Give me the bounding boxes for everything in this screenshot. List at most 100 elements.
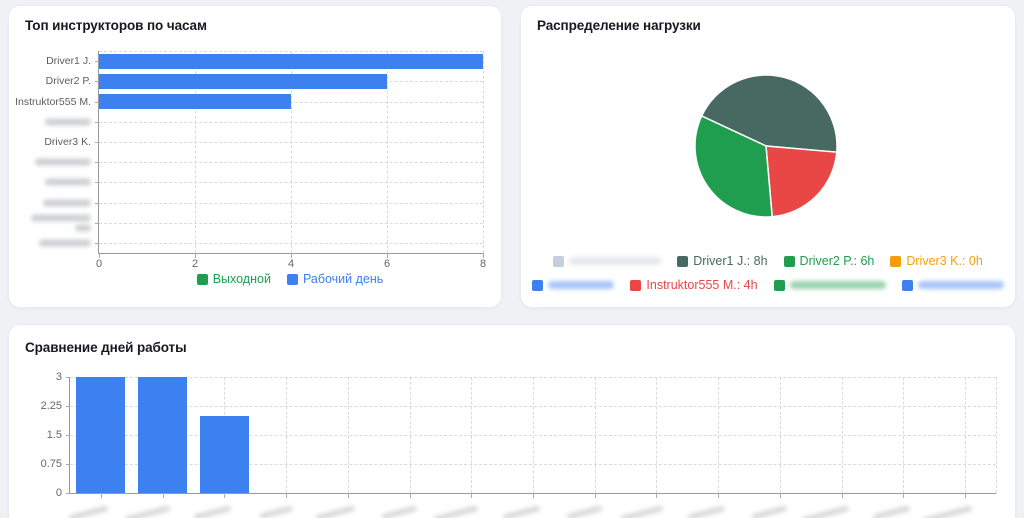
axis-tick xyxy=(718,493,720,498)
redacted-x-axis-label xyxy=(68,505,109,518)
axis-tick xyxy=(965,493,967,498)
legend-label: Выходной xyxy=(212,272,271,286)
axis-tick xyxy=(291,253,292,258)
gridline xyxy=(347,377,349,493)
axis-tick xyxy=(409,493,411,498)
axis-tick xyxy=(656,493,658,498)
legend-label: Driver2 P.: 6h xyxy=(799,254,875,268)
legend-item[interactable]: Instruktor555 M.: 4h xyxy=(630,278,758,292)
category-label: Driver3 K. xyxy=(44,135,91,148)
gridline xyxy=(291,51,292,253)
redacted-x-axis-label xyxy=(124,505,171,518)
legend-item[interactable] xyxy=(773,279,886,291)
axis-tick xyxy=(95,222,99,224)
category-label: Instruktor555 M. xyxy=(15,95,91,108)
bar[interactable] xyxy=(99,53,483,69)
legend-swatch xyxy=(783,255,795,267)
axis-tick xyxy=(95,202,99,204)
axis-tick xyxy=(903,493,905,498)
bar[interactable] xyxy=(138,377,188,493)
gridline xyxy=(903,377,905,493)
legend-swatch xyxy=(532,279,544,291)
legend-swatch xyxy=(901,279,913,291)
legend-label: Instruktor555 M.: 4h xyxy=(646,278,758,292)
gridline xyxy=(483,51,484,253)
gridline xyxy=(99,121,483,123)
legend-item[interactable]: Driver3 K.: 0h xyxy=(890,254,983,268)
bar[interactable] xyxy=(199,415,249,493)
category-label: Driver1 J. xyxy=(46,55,91,68)
gridline xyxy=(533,377,534,493)
legend-swatch xyxy=(196,273,208,285)
legend-item[interactable]: Driver2 P.: 6h xyxy=(783,254,875,268)
redacted-category-label xyxy=(35,158,91,166)
redacted-x-axis-label xyxy=(619,505,665,518)
redacted-legend-text xyxy=(548,281,615,289)
pie-legend-row: Driver1 J.: 8h Driver2 P.: 6h Driver3 K.: … xyxy=(521,254,1015,268)
card-title-load-distribution: Распределение нагрузки xyxy=(537,18,701,33)
legend-item[interactable] xyxy=(553,255,662,267)
axis-tick-label: 8 xyxy=(479,258,487,270)
axis-tick xyxy=(195,253,196,258)
axis-tick xyxy=(95,61,99,63)
bar[interactable] xyxy=(76,377,126,493)
legend-item[interactable]: Рабочий день xyxy=(286,272,383,286)
card-title-top-instructors: Топ инструкторов по часам xyxy=(25,18,207,33)
axis-tick xyxy=(95,81,99,83)
legend-swatch xyxy=(630,279,642,291)
gridline xyxy=(99,222,483,224)
axis-tick xyxy=(779,493,781,498)
legend-swatch xyxy=(286,273,298,285)
legend-item[interactable] xyxy=(532,279,615,291)
axis-tick xyxy=(841,493,843,498)
bar[interactable] xyxy=(99,94,291,109)
axis-tick xyxy=(95,242,99,244)
redacted-x-axis-label xyxy=(922,505,973,518)
axis-tick xyxy=(162,493,164,498)
redacted-x-axis-label xyxy=(801,505,850,518)
card-top-instructors: Топ инструкторов по часам Driver1 J. Driv… xyxy=(8,5,502,308)
axis-tick xyxy=(100,493,102,498)
axis-tick xyxy=(66,493,70,494)
axis-tick-label: 2 xyxy=(191,258,199,270)
gridline xyxy=(195,51,196,253)
redacted-legend-text xyxy=(569,257,662,265)
legend-label: Driver3 K.: 0h xyxy=(906,254,983,268)
redacted-category-label xyxy=(45,178,91,186)
axis-tick xyxy=(224,493,226,498)
redacted-category-label xyxy=(39,239,91,247)
axis-tick xyxy=(66,464,70,465)
gridline xyxy=(99,242,483,244)
top-instructors-bar-chart: 0 2 4 6 8 xyxy=(95,51,486,270)
legend-item[interactable]: Выходной xyxy=(196,272,271,286)
gridline xyxy=(99,101,483,103)
work-days-bar-chart: 3 2.25 1.5 0.75 0 xyxy=(41,371,997,518)
axis-tick-label: 3 xyxy=(55,371,62,383)
redacted-x-axis-label xyxy=(502,505,541,518)
redacted-legend-text xyxy=(917,281,1004,289)
redacted-category-label xyxy=(75,224,91,232)
load-distribution-pie-chart xyxy=(694,74,838,218)
gridline xyxy=(656,377,658,493)
pie-slice[interactable] xyxy=(700,74,838,154)
redacted-x-axis-label xyxy=(315,505,356,518)
axis-tick xyxy=(66,435,70,436)
legend-item[interactable]: Driver1 J.: 8h xyxy=(677,254,768,268)
pie-slice[interactable] xyxy=(694,114,774,218)
gridline xyxy=(387,51,388,253)
pie-slice[interactable] xyxy=(765,145,838,218)
legend-swatch xyxy=(773,279,785,291)
axis-tick xyxy=(286,493,288,498)
gridline xyxy=(471,377,473,493)
axis-tick xyxy=(533,493,534,498)
axis-tick xyxy=(95,121,99,123)
card-load-distribution: Распределение нагрузки Driver1 J.: 8h Dri… xyxy=(520,5,1016,308)
pie-legend-row: Instruktor555 M.: 4h xyxy=(521,278,1015,292)
legend-item[interactable] xyxy=(901,279,1004,291)
category-label: Driver2 P. xyxy=(45,75,91,88)
axis-tick xyxy=(95,141,99,143)
redacted-x-axis-label xyxy=(259,505,294,518)
axis-tick xyxy=(66,377,70,378)
bar[interactable] xyxy=(99,73,387,89)
